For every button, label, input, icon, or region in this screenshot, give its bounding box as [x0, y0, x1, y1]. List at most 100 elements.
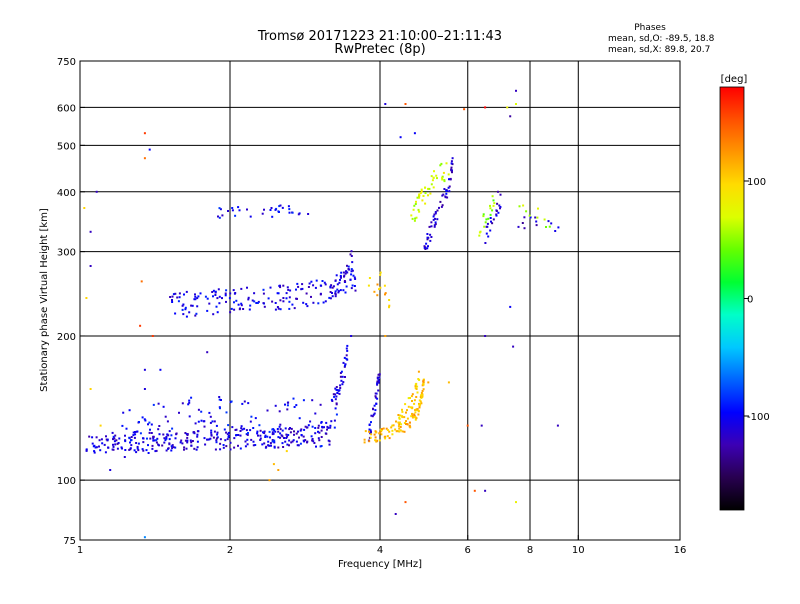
data-point [374, 430, 377, 433]
data-point [233, 446, 236, 449]
data-point [174, 292, 177, 295]
data-point [443, 188, 446, 190]
data-point [118, 437, 121, 440]
data-point [350, 268, 353, 271]
data-point [445, 189, 448, 192]
y-tick-label: 750 [57, 57, 76, 68]
data-point [95, 436, 98, 439]
data-point [363, 438, 366, 441]
data-point [302, 435, 305, 438]
data-point [257, 434, 259, 437]
data-point [422, 380, 425, 383]
data-point [199, 292, 202, 295]
colorbar-ticks: 100 0 -100 [744, 177, 770, 423]
data-point [370, 433, 373, 436]
data-point [209, 421, 212, 424]
data-point [339, 372, 342, 374]
data-point [411, 406, 414, 409]
data-point [219, 448, 222, 451]
data-point [537, 207, 539, 210]
data-point [295, 297, 298, 300]
data-point [306, 440, 309, 443]
data-point [548, 225, 551, 228]
data-point [89, 230, 92, 233]
data-point [225, 411, 228, 414]
data-point [331, 292, 333, 294]
data-point [420, 188, 423, 191]
data-point [239, 447, 242, 450]
data-point [266, 435, 269, 438]
data-point [287, 401, 290, 404]
data-point [244, 440, 247, 443]
data-point [404, 501, 407, 504]
data-point [156, 437, 159, 440]
data-point [382, 427, 385, 430]
data-point [232, 289, 235, 292]
data-point [350, 255, 353, 257]
data-point [339, 274, 342, 277]
data-point [271, 215, 274, 218]
data-point [91, 442, 94, 445]
data-point [495, 213, 498, 216]
data-point [142, 437, 145, 440]
data-point [288, 307, 291, 310]
data-point [334, 393, 337, 396]
data-point [473, 489, 476, 492]
data-point [314, 412, 317, 415]
data-point [246, 286, 248, 289]
data-point [417, 410, 420, 413]
data-point [480, 424, 483, 427]
data-point [329, 297, 332, 300]
data-point [274, 208, 277, 211]
data-point [435, 174, 438, 177]
data-point [509, 115, 512, 118]
data-point [311, 438, 314, 440]
data-point [495, 214, 498, 217]
data-point [347, 265, 350, 268]
data-point [206, 438, 208, 441]
data-point [373, 412, 376, 415]
data-point [263, 305, 266, 308]
data-point [423, 245, 426, 248]
data-point [515, 89, 517, 92]
data-point [155, 441, 158, 444]
data-point [185, 447, 188, 450]
data-point [433, 225, 436, 228]
data-point [394, 513, 397, 515]
data-point [242, 308, 245, 310]
data-point [163, 437, 166, 440]
data-point [233, 437, 236, 440]
data-point [265, 445, 268, 448]
data-point [171, 301, 174, 303]
data-point [164, 415, 167, 418]
data-point [271, 300, 274, 303]
data-point [314, 286, 317, 289]
data-point [379, 271, 382, 274]
data-point [274, 308, 277, 311]
data-point [489, 207, 492, 210]
data-point [348, 268, 351, 271]
data-point [432, 215, 435, 218]
data-point [485, 218, 488, 221]
data-point [243, 427, 246, 430]
data-point [164, 439, 167, 442]
data-point [410, 395, 413, 398]
data-point [416, 409, 419, 412]
data-point [499, 193, 502, 196]
data-point [329, 424, 332, 427]
data-point [410, 214, 413, 217]
data-point [298, 417, 301, 420]
data-point [445, 162, 448, 165]
y-axis-label: Stationary phase Virtual Height [km] [39, 208, 50, 392]
data-point [220, 399, 222, 401]
data-point [354, 289, 357, 292]
data-point [239, 434, 242, 437]
data-point [252, 444, 255, 447]
data-point [333, 395, 336, 398]
data-point [151, 447, 154, 450]
data-point [346, 349, 349, 352]
data-point [392, 424, 395, 427]
data-point [482, 215, 485, 218]
data-point [334, 295, 337, 298]
data-point [181, 442, 184, 445]
